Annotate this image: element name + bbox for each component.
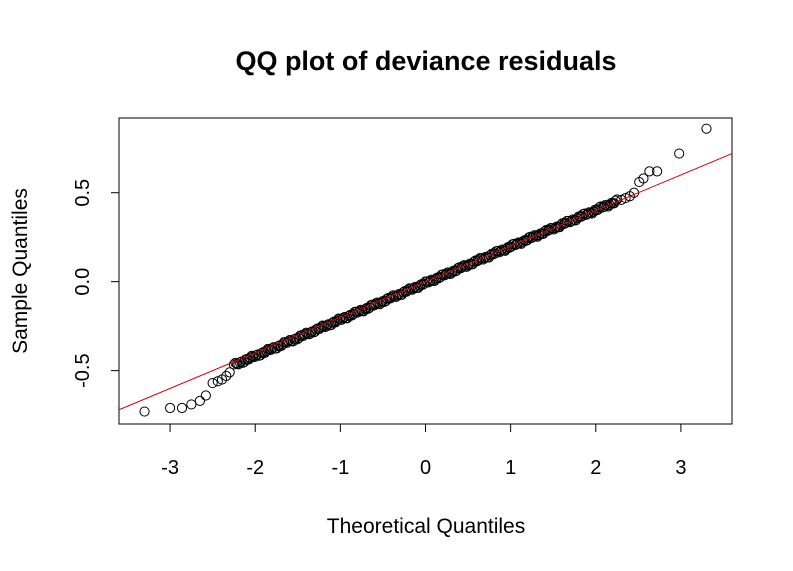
data-point <box>609 198 620 209</box>
data-point <box>390 291 402 303</box>
data-point <box>476 253 487 264</box>
data-point <box>139 406 150 417</box>
data-point <box>303 329 315 340</box>
data-point <box>638 173 649 184</box>
x-tick-label: 2 <box>590 457 601 479</box>
data-point <box>320 321 331 333</box>
x-tick-label: -1 <box>331 457 349 479</box>
data-point <box>616 194 627 205</box>
x-tick-label: -2 <box>246 457 264 479</box>
reference-line-group <box>118 153 733 411</box>
data-point <box>212 376 223 387</box>
data-point <box>277 339 288 350</box>
x-axis: -3 -2 -1 0 1 2 3 <box>161 423 686 479</box>
data-point <box>224 367 235 378</box>
data-point <box>510 239 521 251</box>
x-tick-label: -3 <box>161 457 179 479</box>
x-axis-label: Theoretical Quantiles <box>327 515 525 538</box>
data-point <box>644 166 655 177</box>
data-point <box>651 166 663 177</box>
plot-frame <box>118 117 733 425</box>
data-point <box>186 399 197 410</box>
data-point <box>207 377 218 389</box>
y-tick-label: -0.5 <box>72 353 94 387</box>
data-point <box>221 370 232 382</box>
data-point <box>620 192 631 204</box>
data-point <box>581 209 592 220</box>
y-axis-label: Sample Quantiles <box>9 188 32 354</box>
data-point <box>405 283 416 294</box>
y-axis: -0.5 0.0 0.5 <box>72 179 120 388</box>
data-point <box>701 123 712 134</box>
x-tick-label: 1 <box>505 457 516 479</box>
data-point <box>164 402 176 414</box>
data-point <box>194 395 205 406</box>
data-point <box>547 223 558 234</box>
y-tick-label: 0.0 <box>72 268 94 296</box>
reference-line <box>118 153 733 411</box>
chart-title: QQ plot of deviance residuals <box>235 46 616 76</box>
points-group <box>139 123 712 417</box>
data-point <box>505 241 517 252</box>
data-point <box>176 402 188 414</box>
x-tick-label: 0 <box>420 457 431 479</box>
data-point <box>674 148 685 159</box>
data-point <box>200 390 211 401</box>
x-tick-label: 3 <box>675 457 686 479</box>
y-tick-label: 0.5 <box>72 179 94 207</box>
